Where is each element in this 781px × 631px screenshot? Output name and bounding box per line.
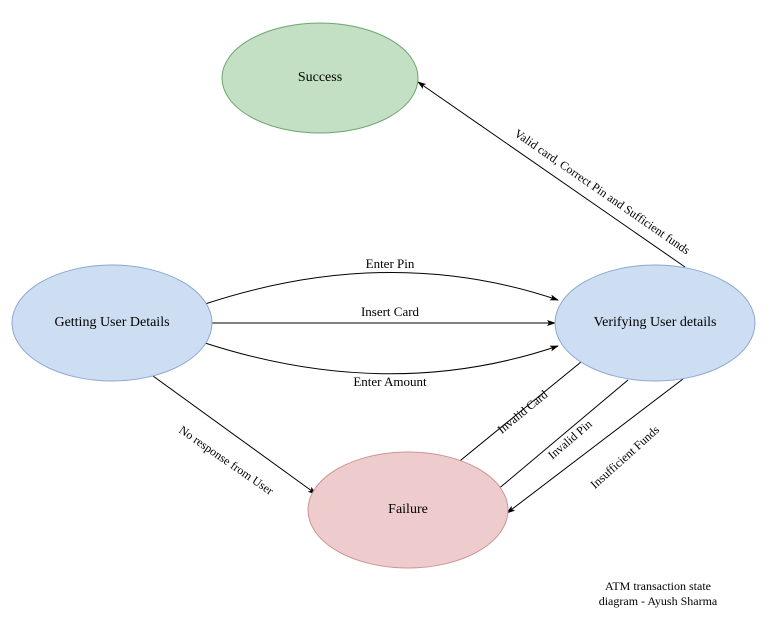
node-verifying-user-details: Verifying User details: [555, 265, 755, 381]
node-failure-label: Failure: [388, 502, 428, 517]
edge-label-insert-card: Insert Card: [361, 304, 420, 319]
edge-label-insufficient-funds: Insufficient Funds: [588, 422, 663, 491]
node-failure: Failure: [308, 452, 508, 568]
edge-label-enter-pin: Enter Pin: [366, 256, 415, 271]
caption: ATM transaction state diagram - Ayush Sh…: [599, 579, 718, 608]
edge-valid-card: [418, 82, 685, 267]
edge-enter-amount: [205, 343, 558, 374]
node-success: Success: [222, 23, 418, 133]
edge-enter-pin: [205, 272, 558, 304]
node-getting-user-details: Getting User Details: [12, 265, 212, 381]
edge-label-invalid-card: Invalid Card: [495, 387, 551, 436]
state-diagram: Success Getting User Details Verifying U…: [0, 0, 781, 631]
edge-no-response: [153, 376, 316, 494]
node-getting-label: Getting User Details: [54, 315, 169, 330]
edge-label-no-response: No response from User: [176, 423, 276, 498]
caption-line1: ATM transaction state: [605, 579, 711, 593]
node-success-label: Success: [298, 70, 342, 85]
edge-label-enter-amount: Enter Amount: [353, 374, 427, 389]
edge-label-invalid-pin: Invalid Pin: [545, 417, 594, 462]
caption-line2: diagram - Ayush Sharma: [599, 594, 718, 608]
node-verifying-label: Verifying User details: [594, 315, 717, 330]
edge-label-valid-card: Valid card, Correct Pin and Sufficient f…: [512, 126, 693, 257]
